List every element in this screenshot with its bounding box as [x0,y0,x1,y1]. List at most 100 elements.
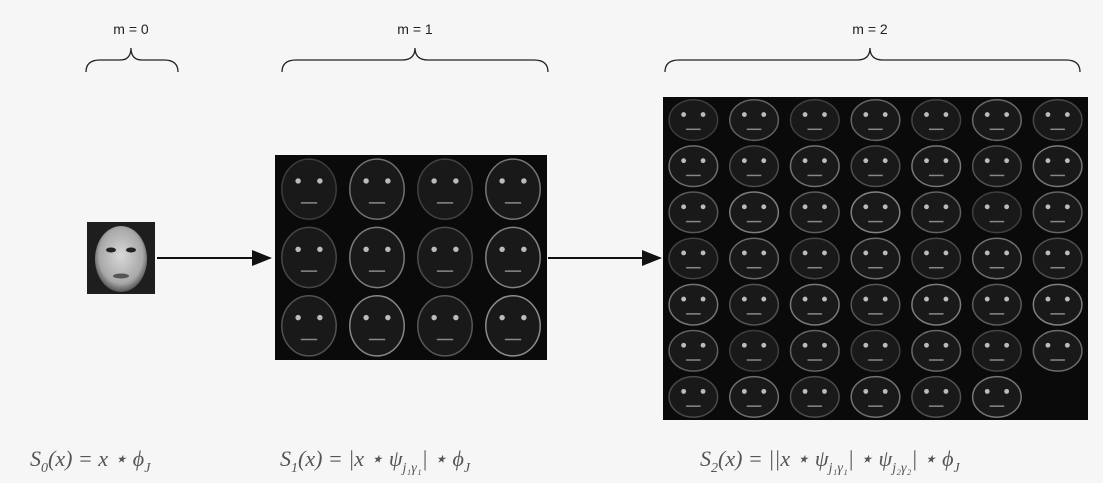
feature-tile [350,227,404,287]
feature-spot [681,112,686,117]
feature-tile [1033,238,1082,279]
feature-spot [385,178,390,183]
feature-spot [863,297,868,302]
feature-spot [944,389,949,394]
feature-tile [851,146,900,187]
feature-tile [912,146,961,187]
feature-spot [803,389,808,394]
feature-tile [730,238,779,279]
formula-sub: 2 [711,461,718,476]
feature-spot [761,343,766,348]
feature-spot [431,247,436,252]
feature-tile [669,377,718,418]
feature-tile [791,377,840,418]
feature-tile [418,296,472,356]
feature-spot [1065,297,1070,302]
feature-spot [1065,158,1070,163]
formula-sub: j₁γ₁ [827,461,848,476]
feature-spot [761,297,766,302]
eye [126,248,136,253]
feature-spot [1046,251,1051,256]
feature-spot [924,251,929,256]
feature-spot [385,315,390,320]
feature-spot [883,297,888,302]
feature-tile [973,330,1022,371]
feature-spot [944,158,949,163]
feature-spot [742,204,747,209]
feature-spot [803,251,808,256]
feature-spot [499,247,504,252]
formula-text: (x) = x ⋆ ϕ [48,446,144,471]
feature-spot [295,247,300,252]
feature-tile [486,159,540,219]
feature-spot [363,247,368,252]
feature-spot [499,315,504,320]
feature-spot [681,204,686,209]
feature-spot [985,343,990,348]
feature-spot [681,389,686,394]
feature-tile [730,377,779,418]
face [95,226,147,292]
formula-text: S [280,446,291,471]
feature-spot [944,251,949,256]
formula-text: | ⋆ ϕ [422,446,464,471]
feature-spot [803,158,808,163]
feature-tile [669,100,718,141]
feature-spot [924,204,929,209]
feature-spot [985,389,990,394]
feature-spot [803,112,808,117]
formula-sub: J [144,461,151,476]
feature-spot [1065,204,1070,209]
feature-tile [851,284,900,325]
feature-spot [499,178,504,183]
feature-spot [431,178,436,183]
feature-tile [973,100,1022,141]
feature-spot [1004,297,1009,302]
feature-spot [295,178,300,183]
feature-spot [701,204,706,209]
feature-spot [803,204,808,209]
feature-spot [822,158,827,163]
feature-tile [851,377,900,418]
feature-spot [317,315,322,320]
feature-spot [944,297,949,302]
feature-spot [363,315,368,320]
formula: S0(x) = x ⋆ ϕJ [30,446,151,476]
feature-spot [863,204,868,209]
feature-spot [803,297,808,302]
formula-sub: J [954,461,961,476]
feature-spot [701,297,706,302]
feature-spot [1065,251,1070,256]
feature-spot [822,204,827,209]
feature-spot [1046,158,1051,163]
feature-tile [730,146,779,187]
feature-spot [863,112,868,117]
feature-spot [1046,343,1051,348]
feature-tile [282,296,336,356]
feature-spot [1065,112,1070,117]
feature-tile [669,284,718,325]
feature-spot [701,112,706,117]
feature-tile [912,100,961,141]
feature-tile [851,238,900,279]
feature-spot [681,251,686,256]
feature-tile [912,238,961,279]
feature-spot [822,112,827,117]
feature-spot [453,247,458,252]
feature-tile [282,159,336,219]
feature-tile [730,100,779,141]
feature-spot [822,297,827,302]
feature-spot [453,315,458,320]
feature-tile [1033,284,1082,325]
feature-spot [924,389,929,394]
feature-spot [742,251,747,256]
feature-spot [944,112,949,117]
feature-spot [883,204,888,209]
mouth [113,274,129,279]
feature-spot [761,112,766,117]
feature-spot [742,297,747,302]
formula: S1(x) = |x ⋆ ψj₁γ₁| ⋆ ϕJ [280,446,471,476]
diagram: m = 0 m = 1 m = 2 S0(x) = x ⋆ ϕJ S1(x) =… [0,0,1103,483]
feature-tile [791,330,840,371]
feature-tile [851,100,900,141]
